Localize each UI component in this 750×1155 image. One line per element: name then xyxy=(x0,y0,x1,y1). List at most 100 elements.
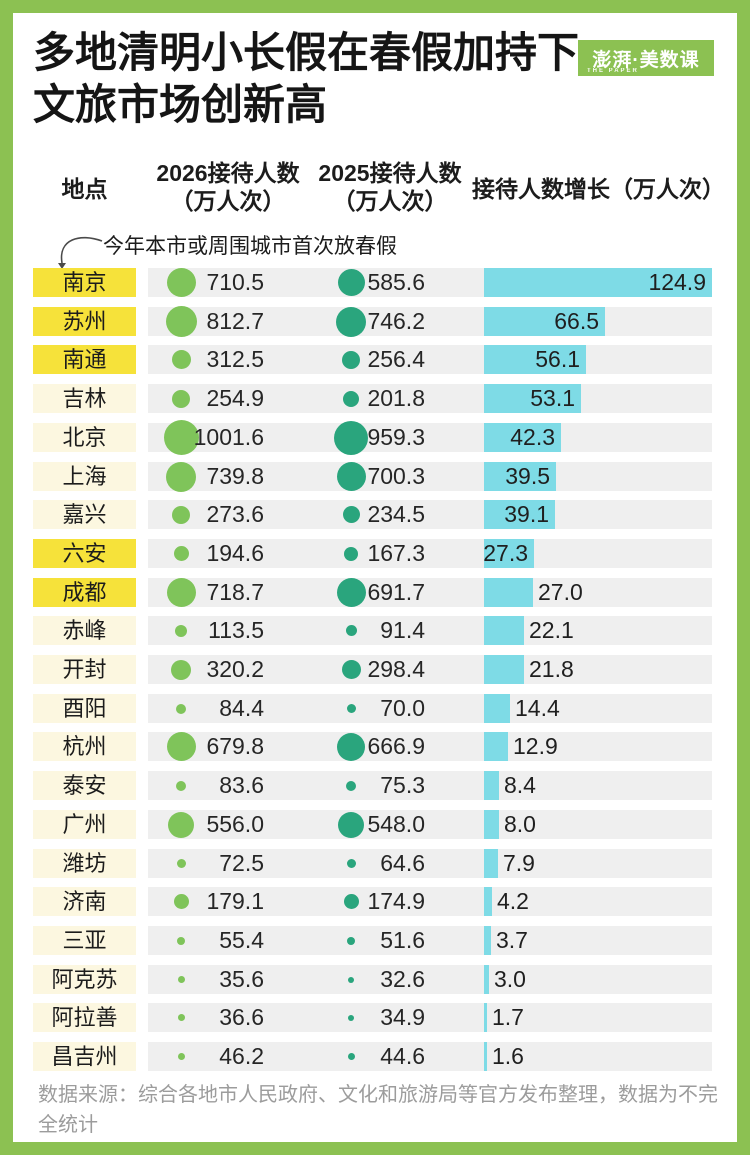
table-row: 开封 320.2 298.4 21.8 xyxy=(0,655,750,684)
column-header-growth: 接待人数增长（万人次） xyxy=(472,176,725,202)
table-row: 酉阳 84.4 70.0 14.4 xyxy=(0,694,750,723)
city-label: 开封 xyxy=(33,655,136,684)
circle-2025 xyxy=(342,350,360,369)
city-name: 六安 xyxy=(62,541,107,566)
value-2026: 312.5 xyxy=(206,346,264,372)
circle-2025 xyxy=(345,625,357,636)
row-strip: 55.4 51.6 3.7 xyxy=(148,926,712,955)
value-2026: 254.9 xyxy=(206,385,264,411)
data-source-line2: 全统计 xyxy=(38,1114,98,1136)
table-row: 成都 718.7 691.7 27.0 xyxy=(0,578,750,607)
row-strip: 718.7 691.7 27.0 xyxy=(148,578,712,607)
growth-bar xyxy=(484,578,533,607)
city-name: 嘉兴 xyxy=(62,502,107,527)
circle-2026 xyxy=(173,546,189,561)
value-2025: 174.9 xyxy=(367,888,425,914)
circle-2026 xyxy=(177,1053,185,1060)
growth-value: 27.0 xyxy=(538,579,583,605)
table-row: 三亚 55.4 51.6 3.7 xyxy=(0,926,750,955)
growth-value: 42.3 xyxy=(510,424,555,450)
value-2026: 320.2 xyxy=(206,656,264,682)
circle-2026 xyxy=(166,732,196,761)
value-2025: 51.6 xyxy=(380,927,425,953)
circle-2025 xyxy=(336,578,366,607)
table-row: 上海 739.8 700.3 39.5 xyxy=(0,461,750,492)
growth-bar xyxy=(484,345,586,374)
value-2025: 298.4 xyxy=(367,656,425,682)
circle-2026 xyxy=(176,703,186,714)
data-source-line1: 数据来源：综合各地市人民政府、文化和旅游局等官方发布整理，数据为不完 xyxy=(38,1084,718,1106)
logo-subtext: THE PAPER xyxy=(587,68,639,74)
city-name: 潍坊 xyxy=(62,851,107,876)
circle-2025 xyxy=(336,306,366,337)
column-header-2025: 2025接待人数 （万人次） xyxy=(308,159,472,215)
circle-2025 xyxy=(343,894,359,909)
city-label: 济南 xyxy=(33,887,136,916)
thepaper-logo: 澎湃·美数课 THE PAPER xyxy=(578,40,714,76)
city-name: 苏州 xyxy=(62,309,107,334)
value-2026: 679.8 xyxy=(206,733,264,759)
city-name: 杭州 xyxy=(62,734,107,759)
column-header-2026-line2: （万人次） xyxy=(170,188,286,214)
value-2025: 201.8 xyxy=(367,385,425,411)
circle-2026 xyxy=(173,894,189,909)
growth-value: 27.3 xyxy=(483,540,528,566)
circle-2026 xyxy=(166,461,196,492)
city-label: 泰安 xyxy=(33,771,136,800)
city-label: 嘉兴 xyxy=(33,500,136,529)
growth-bar xyxy=(484,462,556,491)
circle-2025 xyxy=(347,936,355,945)
growth-bar xyxy=(484,307,605,336)
spring-break-annotation: 今年本市或周围城市首次放春假 xyxy=(103,235,397,258)
circle-2026 xyxy=(172,505,190,524)
row-strip: 46.2 44.6 1.6 xyxy=(148,1042,712,1071)
city-name: 广州 xyxy=(62,812,107,837)
city-name: 济南 xyxy=(62,889,107,914)
row-strip: 312.5 256.4 56.1 xyxy=(148,345,712,374)
title-line-2: 文旅市场创新高 xyxy=(33,81,328,128)
value-2026: 84.4 xyxy=(219,695,264,721)
growth-value: 8.4 xyxy=(504,772,536,798)
table-row: 杭州 679.8 666.9 12.9 xyxy=(0,732,750,761)
city-label: 六安 xyxy=(33,539,136,568)
row-strip: 35.6 32.6 3.0 xyxy=(148,965,712,994)
row-strip: 113.5 91.4 22.1 xyxy=(148,616,712,645)
growth-value: 3.0 xyxy=(494,966,526,992)
row-strip: 679.8 666.9 12.9 xyxy=(148,732,712,761)
growth-bar xyxy=(484,1003,487,1032)
circle-2025 xyxy=(336,462,366,491)
city-label: 潍坊 xyxy=(33,849,136,878)
circle-2026 xyxy=(166,268,196,297)
city-name: 成都 xyxy=(62,580,107,605)
city-label: 赤峰 xyxy=(33,616,136,645)
value-2026: 718.7 xyxy=(206,579,264,605)
value-2025: 64.6 xyxy=(380,850,425,876)
value-2026: 179.1 xyxy=(206,888,264,914)
growth-value: 124.9 xyxy=(648,269,706,295)
circle-2025 xyxy=(346,780,356,791)
circle-2026 xyxy=(172,389,190,408)
value-2026: 556.0 xyxy=(206,811,264,837)
table-row: 吉林 254.9 201.8 53.1 xyxy=(0,384,750,413)
growth-value: 39.1 xyxy=(504,501,549,527)
growth-value: 4.2 xyxy=(497,888,529,914)
circle-2025 xyxy=(343,390,359,407)
row-strip: 273.6 234.5 39.1 xyxy=(148,500,712,529)
row-strip: 36.6 34.9 1.7 xyxy=(148,1003,712,1032)
table-row: 南京 710.5 585.6 124.9 xyxy=(0,268,750,297)
growth-value: 1.6 xyxy=(492,1043,524,1069)
city-label: 上海 xyxy=(33,462,136,491)
city-label: 南京 xyxy=(33,268,136,297)
circle-2026 xyxy=(165,306,197,337)
growth-bar xyxy=(484,694,510,723)
value-2026: 83.6 xyxy=(219,772,264,798)
row-strip: 1001.6 959.3 42.3 xyxy=(148,420,712,455)
city-name: 南通 xyxy=(62,347,107,372)
circle-2025 xyxy=(341,660,361,679)
circle-2026 xyxy=(168,811,194,838)
circle-2026 xyxy=(177,976,185,983)
growth-value: 56.1 xyxy=(535,346,580,372)
value-2025: 746.2 xyxy=(367,308,425,334)
growth-value: 53.1 xyxy=(530,385,575,411)
circle-2025 xyxy=(337,269,365,296)
